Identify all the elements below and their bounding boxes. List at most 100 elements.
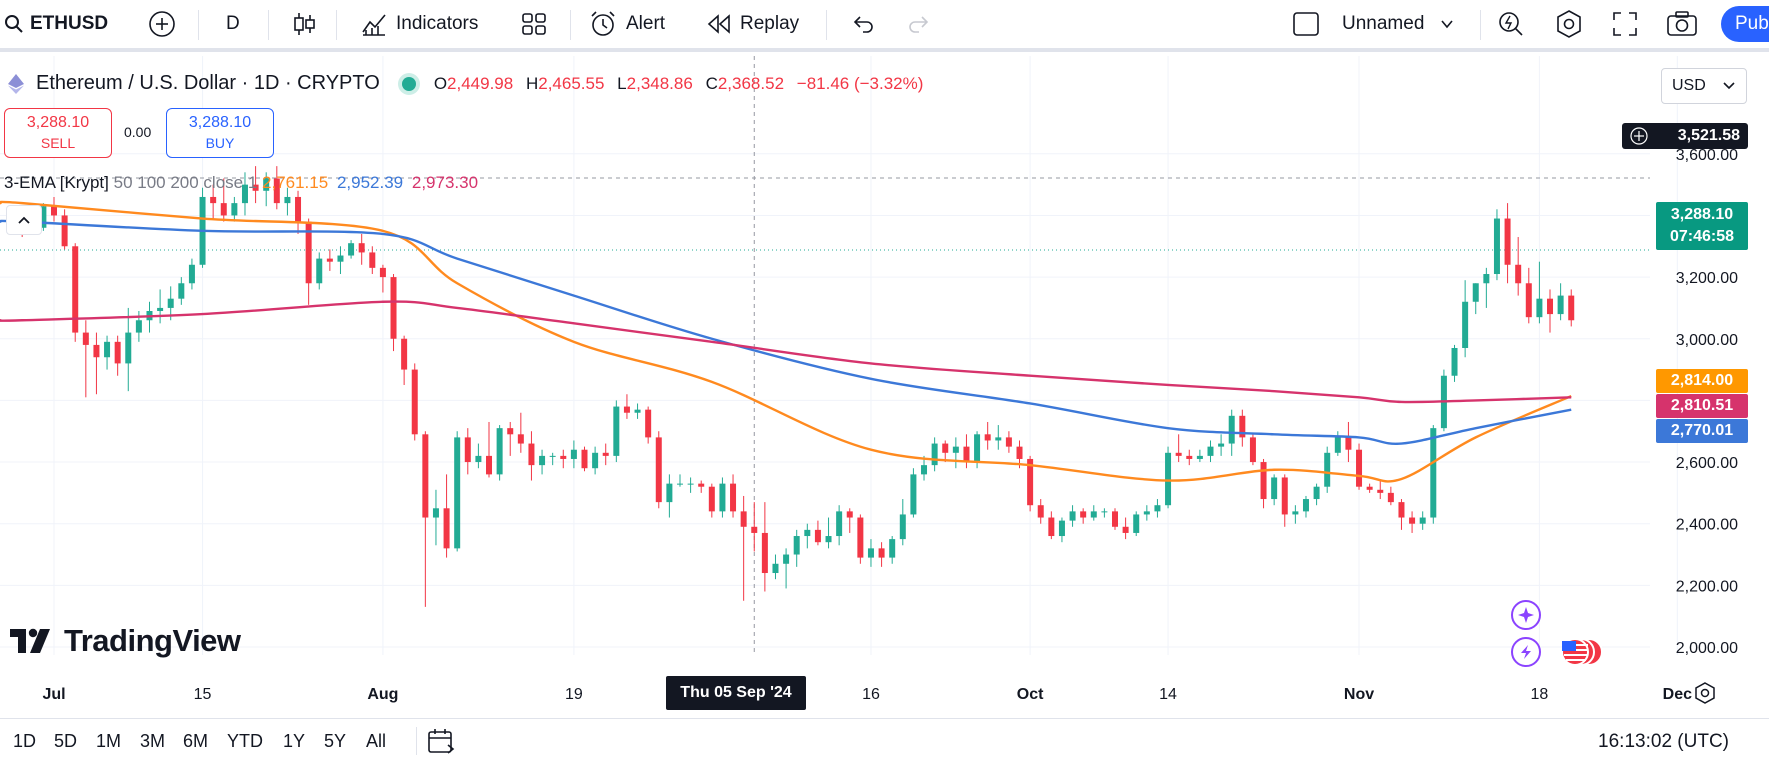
templates-button[interactable] — [520, 0, 548, 48]
candle — [1112, 508, 1118, 530]
range-5y[interactable]: 5Y — [324, 731, 347, 751]
symbol-search[interactable]: ETHUSD — [4, 0, 108, 48]
candle-body — [1101, 511, 1108, 513]
candle-body — [931, 443, 938, 466]
candle — [104, 335, 111, 370]
interval-button[interactable]: D — [226, 0, 240, 48]
candle — [337, 246, 344, 275]
logo-text: TradingView — [64, 623, 241, 658]
candle-body — [613, 406, 620, 456]
candle — [1207, 440, 1214, 463]
candle-body — [1345, 437, 1352, 450]
candle-body — [602, 452, 609, 456]
replay-button[interactable]: Replay — [706, 0, 799, 48]
sell-button[interactable]: 3,288.10 SELL — [4, 108, 112, 158]
candle-body — [1409, 517, 1416, 524]
quick-trade-button[interactable] — [1511, 637, 1541, 667]
add-plus-icon[interactable] — [1630, 127, 1648, 145]
candle-body — [857, 517, 864, 558]
candle-body — [1525, 283, 1532, 318]
ai-assistant-button[interactable] — [1511, 600, 1541, 630]
candle-body — [783, 554, 790, 564]
range-1d[interactable]: 1D — [13, 731, 37, 751]
time-scale-settings[interactable] — [1694, 682, 1716, 709]
symbol-description[interactable]: Ethereum / U.S. Dollar · 1D · CRYPTO — [36, 72, 380, 94]
candle — [1186, 449, 1193, 466]
currency-select[interactable]: USD — [1661, 68, 1747, 104]
layout-button[interactable]: Unnamed — [1292, 0, 1454, 48]
range-ytd[interactable]: YTD — [227, 731, 263, 751]
close-value: 2,368.52 — [717, 73, 785, 93]
candle-body — [1069, 511, 1076, 521]
candle — [899, 499, 906, 546]
candle — [783, 548, 790, 589]
toolbar-divider — [826, 10, 827, 40]
candle-body — [560, 455, 567, 459]
ema100-legend-value: 2,952.39 — [336, 173, 404, 192]
utc-clock[interactable]: 16:13:02 (UTC) — [1598, 731, 1729, 752]
candle-body — [443, 508, 450, 549]
compare-symbol-button[interactable] — [148, 0, 176, 48]
quick-search-button[interactable] — [1496, 0, 1526, 48]
candle — [1313, 483, 1320, 506]
candle-body — [1249, 437, 1256, 463]
fullscreen-button[interactable] — [1612, 0, 1638, 48]
candle — [1557, 283, 1564, 321]
tradingview-logo[interactable]: TradingView — [10, 623, 241, 659]
toolbar-divider — [268, 10, 269, 40]
candle-body — [1037, 505, 1044, 518]
candle — [82, 320, 89, 398]
candle — [1568, 289, 1575, 327]
collapse-legend-button[interactable] — [6, 205, 42, 235]
indicators-button[interactable]: Indicators — [360, 0, 478, 48]
candle-body — [379, 267, 386, 278]
range-5d[interactable]: 5D — [54, 731, 78, 751]
range-all[interactable]: All — [366, 731, 387, 751]
alert-button[interactable]: Alert — [588, 0, 665, 48]
lightning-search-icon — [1499, 12, 1523, 36]
economic-events-button[interactable] — [1561, 637, 1605, 667]
candle-body — [1090, 511, 1097, 518]
redo-button[interactable] — [906, 0, 932, 48]
chart-type-button[interactable] — [290, 0, 318, 48]
candle-body — [305, 221, 312, 284]
candle-body — [1366, 486, 1373, 490]
candle — [51, 196, 57, 222]
candle — [411, 363, 418, 441]
candle-body — [157, 307, 164, 312]
candle-body — [793, 536, 800, 555]
goto-date-button[interactable] — [426, 727, 456, 760]
candle — [1175, 434, 1182, 463]
high-value: 2,465.55 — [538, 73, 605, 93]
sell-price: 3,288.10 — [26, 114, 90, 131]
ema-indicator-legend[interactable]: 3-EMA [Krypt] 50 100 200 close 1 2,761.1… — [4, 173, 478, 193]
buy-button[interactable]: 3,288.10 BUY — [166, 108, 274, 158]
candle — [1048, 511, 1055, 540]
candle — [1218, 434, 1225, 456]
range-3m[interactable]: 3M — [140, 731, 166, 751]
candle-body — [61, 215, 68, 247]
undo-icon — [853, 16, 873, 33]
candle-body — [114, 341, 121, 364]
range-1m[interactable]: 1M — [96, 731, 122, 751]
range-6m[interactable]: 6M — [183, 731, 209, 751]
candle — [252, 166, 259, 204]
candle-body — [411, 369, 418, 435]
candle — [1090, 505, 1097, 521]
candle — [486, 421, 493, 478]
settings-button[interactable] — [1554, 0, 1584, 48]
gear-icon — [1695, 682, 1715, 704]
undo-button[interactable] — [850, 0, 876, 48]
low-value: 2,348.86 — [626, 73, 693, 93]
candle-body — [623, 406, 630, 413]
price-chart[interactable]: 3,600.003,400.003,200.003,000.002,600.00… — [0, 56, 1769, 718]
snapshot-button[interactable] — [1666, 0, 1698, 48]
candle — [1419, 511, 1426, 530]
candle-body — [1377, 489, 1384, 493]
candle — [655, 431, 662, 509]
range-1y[interactable]: 1Y — [283, 731, 306, 751]
publish-button[interactable]: Pub — [1721, 6, 1769, 42]
candle-body — [1515, 264, 1522, 284]
candle-body — [1451, 347, 1458, 376]
tradingview-logo-icon — [10, 628, 50, 653]
